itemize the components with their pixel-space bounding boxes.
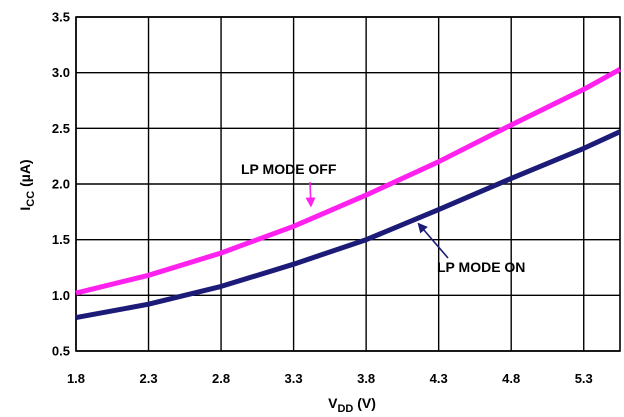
x-tick-label: 2.8 (212, 371, 230, 386)
x-tick-label: 3.3 (285, 371, 303, 386)
grid (75, 16, 621, 352)
x-tick-label: 1.8 (67, 371, 85, 386)
annotation-layer: LP MODE OFF LP MODE ON (241, 161, 525, 275)
annotation-label: LP MODE OFF (241, 161, 337, 177)
x-tick-label: 2.3 (139, 371, 157, 386)
x-tick-label: 4.3 (430, 371, 448, 386)
series-line-1 (75, 129, 622, 321)
y-tick-label: 0.5 (52, 344, 70, 359)
y-axis-title: ICC (µA) (17, 159, 37, 210)
series-line-0 (75, 67, 622, 296)
annotation-arrow (305, 181, 316, 208)
x-tick-label: 3.8 (357, 371, 375, 386)
x-tick-label: 4.8 (502, 371, 520, 386)
annotation-label: LP MODE ON (437, 259, 525, 275)
x-axis-title: VDD (V) (328, 395, 376, 415)
tick-labels: 1.8 2.3 2.8 3.3 3.8 4.3 4.8 5.3 0.5 1.0 1.5 2.0 2.5 3… (52, 10, 593, 387)
y-tick-label: 3.5 (52, 10, 70, 25)
y-tick-label: 2.0 (52, 177, 70, 192)
y-tick-label: 2.5 (52, 121, 70, 136)
y-tick-label: 3.0 (52, 65, 70, 80)
series-layer (75, 67, 622, 321)
x-tick-label: 5.3 (575, 371, 593, 386)
y-tick-label: 1.5 (52, 232, 70, 247)
y-tick-label: 1.0 (52, 288, 70, 303)
plot-frame (75, 16, 621, 352)
annotation-arrow (417, 222, 449, 259)
